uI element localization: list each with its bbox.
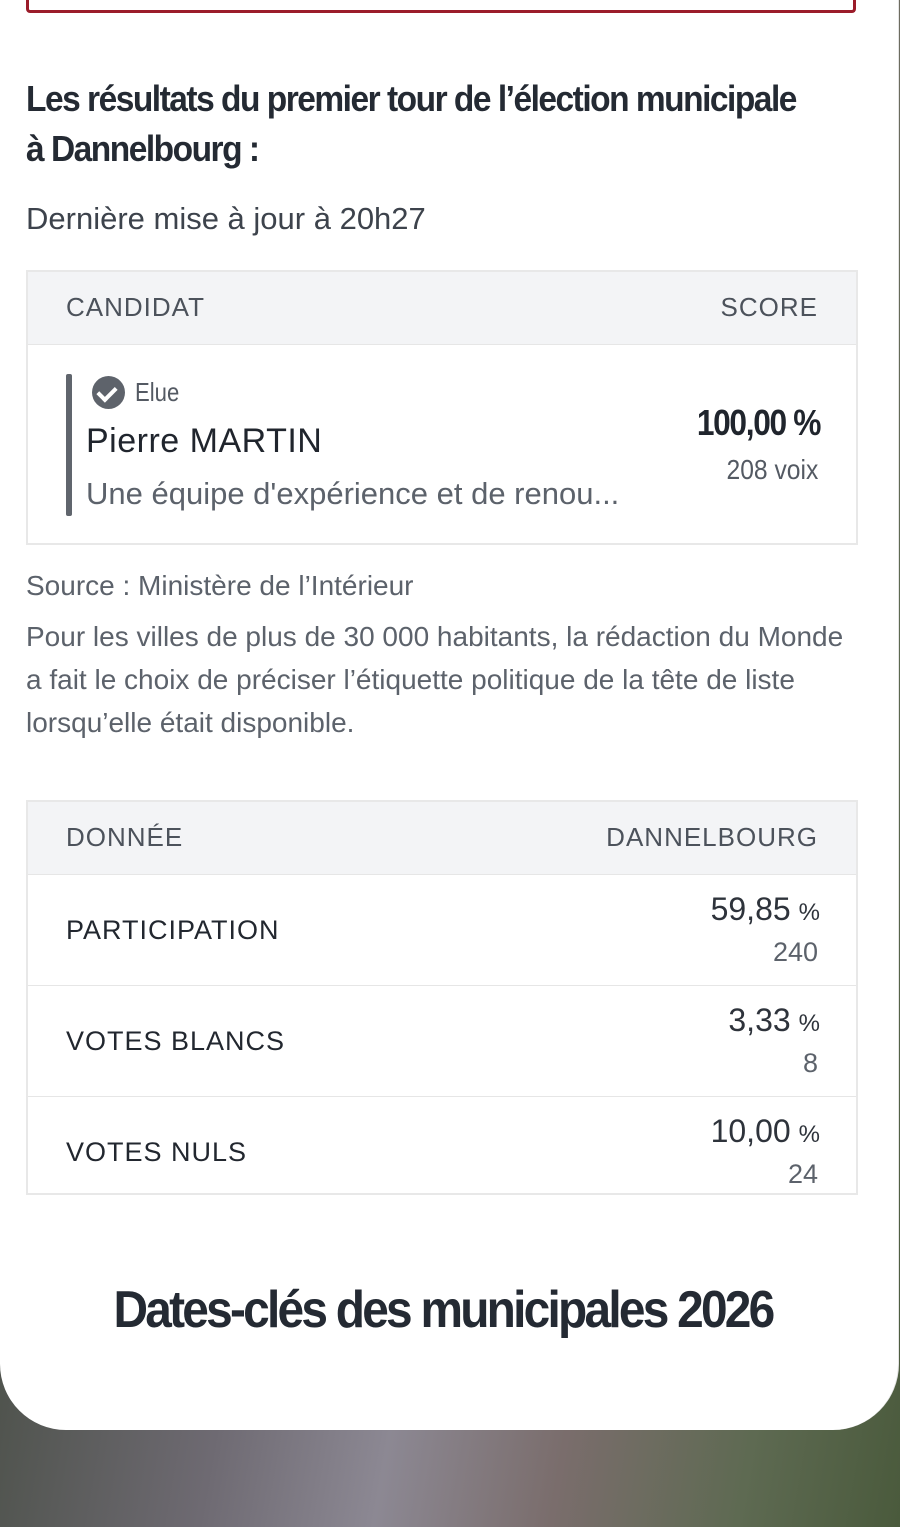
data-table-header: DONNÉE DANNELBOURG bbox=[28, 802, 856, 875]
column-header-candidate: CANDIDAT bbox=[66, 292, 205, 322]
row-percent-unit: % bbox=[798, 899, 820, 926]
source-note: Source : Ministère de l’Intérieur bbox=[26, 570, 414, 601]
row-percent-value: 10,00 bbox=[710, 1113, 791, 1149]
candidate-name: Pierre MARTIN bbox=[86, 422, 323, 460]
row-percent: 10,00% bbox=[711, 1113, 820, 1150]
row-percent-unit: % bbox=[798, 1010, 820, 1037]
row-percent-value: 59,85 bbox=[710, 891, 791, 927]
results-table-header: CANDIDAT SCORE bbox=[28, 272, 856, 345]
data-table: DONNÉE DANNELBOURG PARTICIPATION 59,85% … bbox=[26, 800, 858, 1195]
row-percent: 3,33% bbox=[728, 1002, 820, 1039]
row-label: PARTICIPATION bbox=[66, 915, 280, 945]
table-row: PARTICIPATION 59,85% 240 bbox=[28, 875, 856, 986]
check-circle-icon bbox=[92, 376, 125, 409]
row-count: 24 bbox=[787, 1159, 818, 1189]
last-updated: Dernière mise à jour à 20h27 bbox=[26, 201, 426, 236]
article-card: Les résultats du premier tour de l’élect… bbox=[0, 0, 899, 1430]
column-header-score: SCORE bbox=[720, 292, 818, 322]
elected-badge: Elue bbox=[92, 376, 187, 409]
row-count: 8 bbox=[802, 1048, 818, 1078]
results-table: CANDIDAT SCORE Elue Pierre MARTIN Une éq… bbox=[26, 270, 858, 545]
column-header-city: DANNELBOURG bbox=[606, 822, 818, 852]
row-percent-unit: % bbox=[798, 1121, 820, 1148]
row-percent: 59,85% bbox=[711, 891, 820, 928]
row-count: 240 bbox=[772, 937, 818, 967]
previous-block-frame bbox=[26, 0, 856, 13]
column-header-data: DONNÉE bbox=[66, 822, 184, 852]
row-label: VOTES BLANCS bbox=[66, 1026, 286, 1056]
candidate-color-bar bbox=[66, 374, 72, 516]
methodology-note: Pour les villes de plus de 30 000 habita… bbox=[26, 621, 844, 738]
row-label: VOTES NULS bbox=[66, 1137, 248, 1167]
row-percent-value: 3,33 bbox=[728, 1002, 791, 1038]
section-heading: Dates-clés des municipales 2026 bbox=[113, 1281, 775, 1339]
candidate-votes: 208 voix bbox=[726, 454, 818, 485]
candidate-score-percent: 100,00 % bbox=[696, 402, 822, 443]
results-title: Les résultats du premier tour de l’élect… bbox=[26, 78, 797, 169]
table-row: VOTES NULS 10,00% 24 bbox=[28, 1097, 856, 1207]
candidate-list-name: Une équipe d'expérience et de renou... bbox=[86, 476, 620, 511]
table-row: VOTES BLANCS 3,33% 8 bbox=[28, 986, 856, 1097]
elected-label: Elue bbox=[135, 377, 180, 407]
